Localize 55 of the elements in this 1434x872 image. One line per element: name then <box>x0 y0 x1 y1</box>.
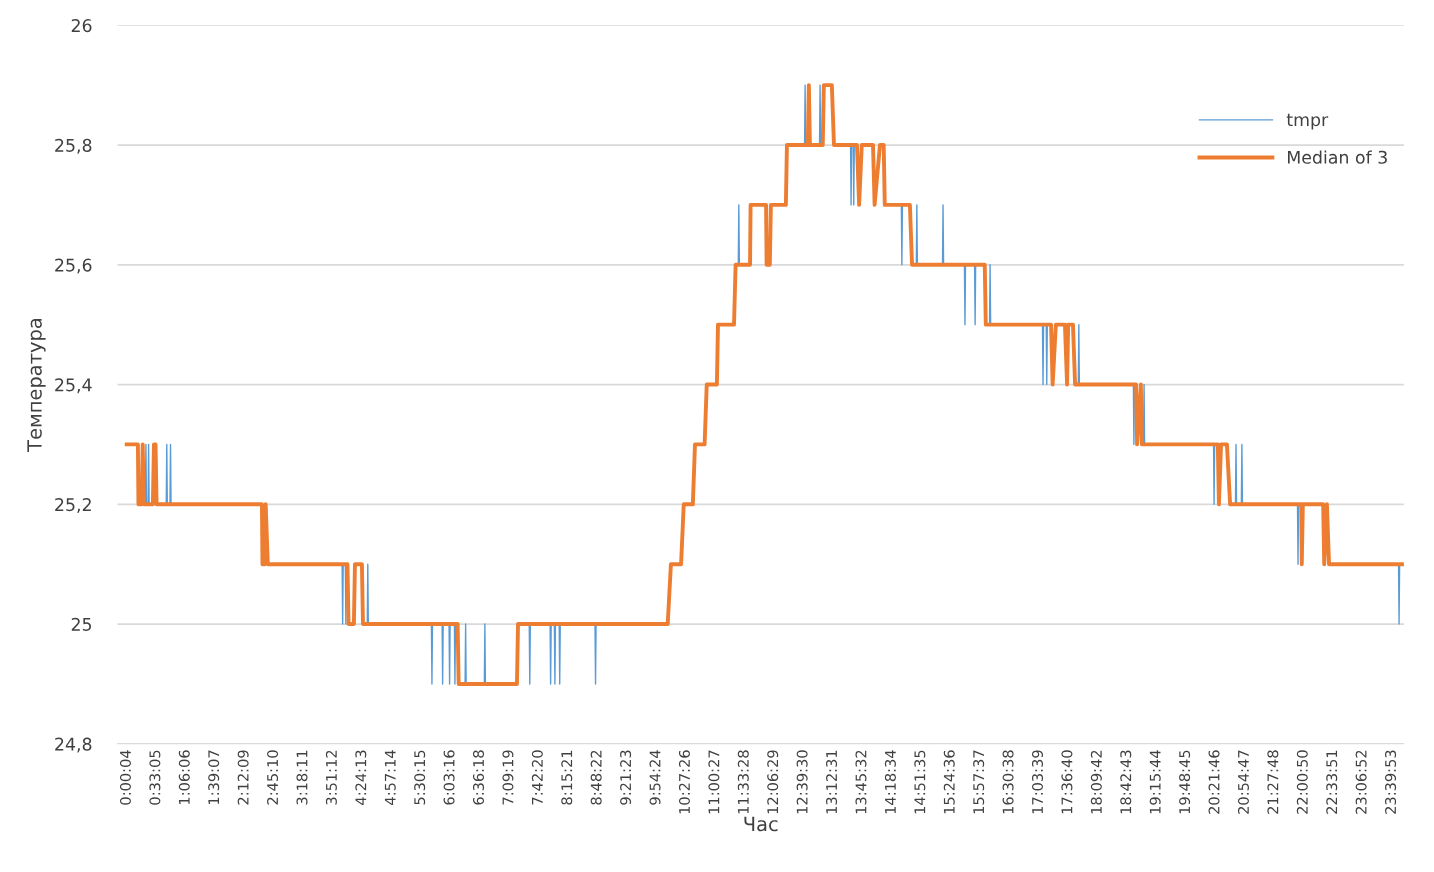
x-tick-label: 6:36:18 <box>472 750 485 805</box>
legend-label: tmpr <box>1286 113 1329 130</box>
y-tick-label: 24,8 <box>55 737 92 753</box>
x-tick-label: 8:15:21 <box>561 750 573 805</box>
x-tick-label: 22:33:51 <box>1326 750 1338 814</box>
x-tick-label: 2:12:09 <box>237 750 249 805</box>
x-tick-label: 2:45:10 <box>267 750 279 805</box>
x-tick-label: 19:48:45 <box>1179 750 1191 814</box>
x-tick-label: 21:27:48 <box>1267 750 1279 814</box>
x-tick-label: 7:09:19 <box>502 750 514 805</box>
x-tick-label: 5:30:15 <box>414 750 426 805</box>
x-tick-label: 20:21:46 <box>1208 750 1220 814</box>
x-tick-label: 11:33:28 <box>737 750 749 814</box>
x-tick-label: 3:51:12 <box>325 750 337 805</box>
x-tick-label: 12:39:30 <box>796 750 808 814</box>
x-tick-label: 22:00:50 <box>1296 750 1308 814</box>
x-tick-label: 14:18:34 <box>884 750 896 814</box>
x-tick-label: 11:00:27 <box>708 750 720 814</box>
x-tick-label: 9:21:23 <box>620 750 632 805</box>
x-tick-label: 20:54:47 <box>1237 750 1249 814</box>
x-tick-label: 0:00:04 <box>119 750 131 805</box>
y-tick-label: 25,8 <box>55 138 92 154</box>
x-tick-label: 1:06:06 <box>178 750 190 804</box>
x-tick-label: 23:06:52 <box>1355 750 1367 814</box>
x-tick-label: 7:42:20 <box>531 750 543 805</box>
x-tick-label: 17:03:39 <box>1031 750 1044 814</box>
y-tick-label: 25,4 <box>55 378 92 394</box>
x-tick-label: 13:45:32 <box>855 750 867 814</box>
y-tick-label: 25 <box>71 617 92 631</box>
x-tick-label: 10:27:26 <box>678 750 690 814</box>
x-tick-label: 8:48:22 <box>590 750 602 805</box>
x-tick-label: 18:42:43 <box>1120 750 1132 814</box>
x-tick-label: 15:24:36 <box>943 750 955 814</box>
x-tick-label: 17:36:40 <box>1061 750 1073 814</box>
x-tick-label: 1:39:07 <box>208 750 220 804</box>
y-tick-label: 25,2 <box>55 498 91 513</box>
x-tick-label: 23:39:53 <box>1385 750 1397 814</box>
x-tick-label: 0:33:05 <box>149 750 161 805</box>
x-tick-label: 6:03:16 <box>443 750 455 805</box>
x-tick-label: 16:30:38 <box>1002 750 1014 814</box>
x-tick-label: 18:09:42 <box>1090 750 1102 814</box>
legend-label: Median of 3 <box>1288 150 1387 164</box>
x-tick-label: 14:51:35 <box>914 750 926 814</box>
x-tick-label: 9:54:24 <box>649 750 661 805</box>
x-tick-label: 12:06:29 <box>767 750 779 814</box>
x-tick-label: 4:24:13 <box>355 750 367 805</box>
x-tick-label: 13:12:31 <box>826 750 838 814</box>
y-tick-label: 25,6 <box>55 258 92 274</box>
y-axis-title: Температура <box>27 319 46 452</box>
x-tick-label: 4:57:14 <box>384 750 396 805</box>
x-tick-label: 3:18:11 <box>296 750 308 805</box>
x-axis-title: Час <box>744 816 778 832</box>
x-tick-label: 19:15:44 <box>1149 750 1161 814</box>
y-tick-label: 26 <box>71 19 92 33</box>
x-tick-label: 15:57:37 <box>973 750 985 814</box>
